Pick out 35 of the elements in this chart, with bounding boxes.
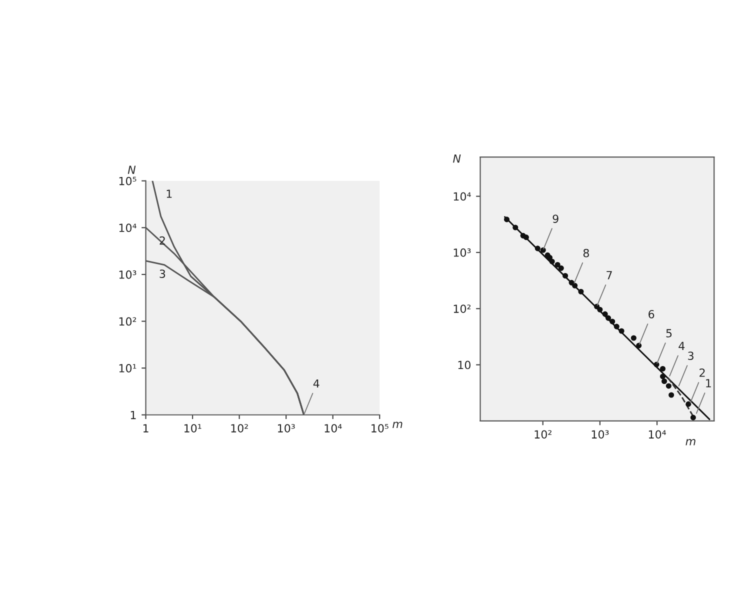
y-tick-label: 1 bbox=[130, 410, 136, 420]
x-axis-title: m bbox=[686, 439, 696, 446]
y-tick-label: 10⁵ bbox=[119, 176, 136, 186]
y-tick-label: 10 bbox=[458, 360, 470, 370]
y-tick-label: 10² bbox=[119, 317, 136, 326]
annotation: 1 bbox=[706, 379, 711, 388]
y-axis-title: N bbox=[128, 166, 136, 174]
annotation: 4 bbox=[313, 379, 320, 388]
y-tick-label: 10³ bbox=[119, 270, 136, 279]
y-tick-label: 10¹ bbox=[119, 364, 136, 372]
x-tick-label: 10³ bbox=[278, 424, 295, 432]
y-tick-label: 10³ bbox=[454, 248, 471, 257]
annotation: 6 bbox=[648, 310, 654, 318]
x-tick-label: 10³ bbox=[592, 430, 609, 439]
series-label: 3 bbox=[160, 270, 166, 278]
x-tick-label: 10⁴ bbox=[648, 430, 666, 439]
y-tick-label: 10² bbox=[454, 304, 471, 314]
y-axis-title: N bbox=[453, 154, 461, 163]
x-tick-label: 10¹ bbox=[184, 424, 202, 432]
x-axis-title: m bbox=[392, 422, 402, 428]
x-tick-label: 10² bbox=[534, 430, 552, 439]
x-tick-label: 1 bbox=[143, 424, 148, 432]
y-tick-label: 10⁴ bbox=[119, 224, 136, 232]
x-tick-label: 10⁵ bbox=[372, 424, 388, 432]
annotation: 4 bbox=[678, 342, 685, 350]
annotation: 8 bbox=[583, 248, 589, 258]
x-tick-label: 10⁴ bbox=[324, 424, 342, 432]
x-tick-label: 10² bbox=[231, 424, 248, 432]
annotation: 2 bbox=[700, 368, 705, 377]
annotation: 9 bbox=[552, 214, 558, 223]
y-tick-label: 10⁴ bbox=[454, 192, 471, 201]
annotation: 5 bbox=[666, 329, 672, 338]
annotation: 7 bbox=[606, 271, 612, 280]
series-label: 1 bbox=[166, 190, 172, 198]
annotation: 3 bbox=[688, 352, 694, 360]
